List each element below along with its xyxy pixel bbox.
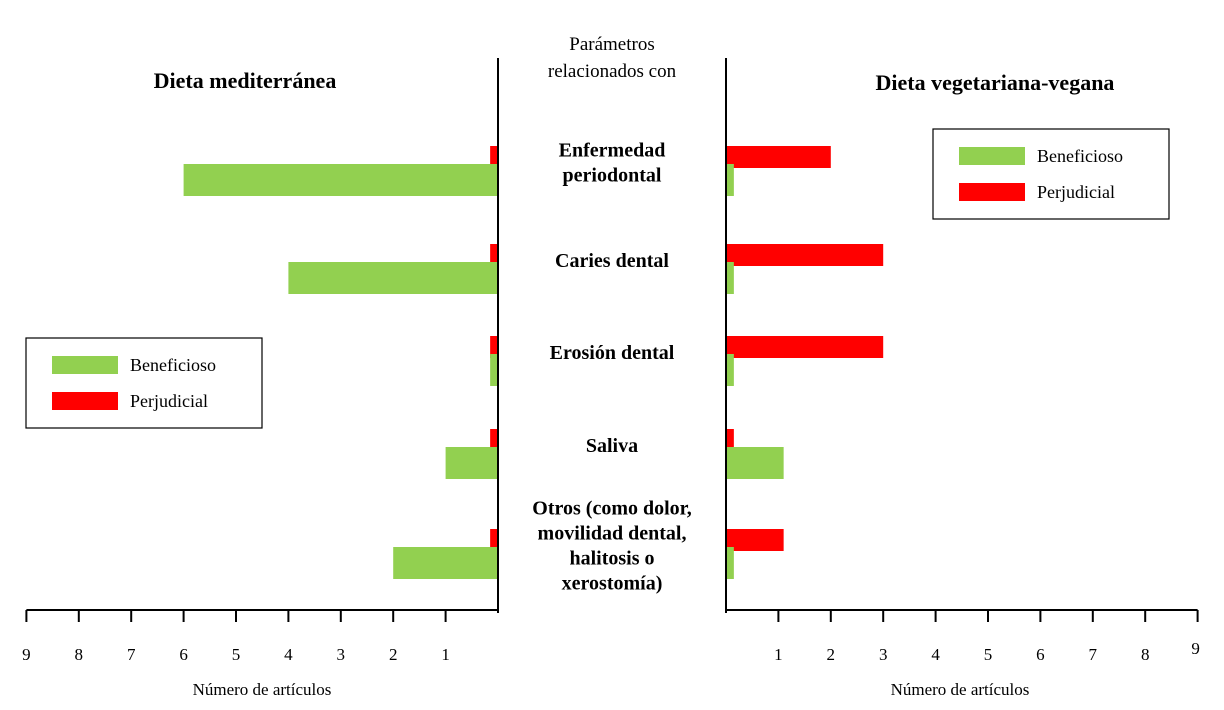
category-label-3-line-0: Saliva [586, 435, 638, 457]
mediterranean-tick-label-1: 1 [441, 645, 450, 664]
vegetarian-panel: Dieta vegetariana-vegana Número de artíc… [725, 58, 1200, 699]
mediterranean-legend-label-perjudicial: Perjudicial [130, 391, 208, 411]
category-label-4-line-3: xerostomía) [562, 573, 663, 595]
mediterranean-tick-label-3: 3 [337, 645, 346, 664]
vegetarian-legend-swatch-beneficioso [959, 147, 1025, 165]
category-label-4-line-1: movilidad dental, [538, 523, 687, 545]
mediterranean-tick-label-2: 2 [389, 645, 398, 664]
beneficial-bar-mediterranean-3 [445, 447, 498, 479]
beneficial-bar-vegetarian-1 [726, 262, 734, 294]
vegetarian-tick-label-5: 5 [984, 645, 993, 664]
vegetarian-legend-label-perjudicial: Perjudicial [1037, 182, 1115, 202]
mediterranean-tick-label-7: 7 [127, 645, 136, 664]
right-x-axis-label: Número de artículos [891, 680, 1030, 699]
harmful-bar-vegetarian-4 [726, 529, 784, 551]
mediterranean-tick-label-6: 6 [179, 645, 188, 664]
harmful-bar-mediterranean-1 [490, 244, 498, 266]
vegetarian-tick-label-6: 6 [1036, 645, 1045, 664]
vegetarian-tick-label-9: 9 [1191, 639, 1200, 658]
harmful-bar-vegetarian-0 [726, 146, 831, 168]
mediterranean-legend-box [25, 337, 263, 429]
left-panel-title: Dieta mediterránea [154, 68, 337, 93]
vegetarian-legend-box [932, 128, 1170, 220]
category-label-0-line-1: periodontal [563, 165, 662, 187]
beneficial-bar-vegetarian-2 [726, 354, 734, 386]
vegetarian-legend-label-beneficioso: Beneficioso [1037, 146, 1123, 166]
mediterranean-legend: Beneficioso Perjudicial [25, 337, 263, 429]
vegetarian-tick-label-7: 7 [1089, 645, 1098, 664]
harmful-bar-mediterranean-2 [490, 336, 498, 358]
category-label-4-line-2: halitosis o [569, 548, 654, 570]
category-labels: Parámetros relacionados con Enfermedad peri… [532, 34, 691, 595]
right-panel-title: Dieta vegetariana-vegana [876, 70, 1115, 95]
beneficial-bar-vegetarian-0 [726, 164, 734, 196]
vegetarian-tick-label-3: 3 [879, 645, 888, 664]
harmful-bar-vegetarian-3 [726, 429, 734, 451]
beneficial-bar-vegetarian-4 [726, 547, 734, 579]
left-x-axis-label: Número de artículos [193, 680, 332, 699]
vegetarian-tick-label-4: 4 [931, 645, 940, 664]
vegetarian-tick-label-8: 8 [1141, 645, 1150, 664]
mediterranean-tick-label-9: 9 [22, 645, 31, 664]
mediterranean-legend-label-beneficioso: Beneficioso [130, 355, 216, 375]
beneficial-bar-mediterranean-2 [490, 354, 498, 386]
category-label-2-line-0: Erosión dental [550, 342, 675, 364]
center-heading-line-0: Parámetros [569, 34, 654, 55]
beneficial-bar-vegetarian-3 [726, 447, 784, 479]
category-label-4-line-0: Otros (como dolor, [532, 498, 691, 520]
mediterranean-tick-label-5: 5 [232, 645, 241, 664]
vegetarian-legend-swatch-perjudicial [959, 183, 1025, 201]
harmful-bar-vegetarian-1 [726, 244, 884, 266]
center-heading-line-1: relacionados con [548, 61, 677, 82]
beneficial-bar-mediterranean-1 [288, 262, 498, 294]
beneficial-bar-mediterranean-0 [183, 164, 498, 196]
vegetarian-legend: Beneficioso Perjudicial [932, 128, 1170, 220]
mediterranean-panel: Dieta mediterránea Número de artículos 1… [22, 58, 499, 699]
mediterranean-tick-label-8: 8 [75, 645, 84, 664]
harmful-bar-vegetarian-2 [726, 336, 884, 358]
vegetarian-tick-label-2: 2 [827, 645, 836, 664]
harmful-bar-mediterranean-4 [490, 529, 498, 551]
vegetarian-tick-label-1: 1 [774, 645, 783, 664]
category-label-1-line-0: Caries dental [555, 250, 669, 272]
mediterranean-legend-swatch-perjudicial [52, 392, 118, 410]
harmful-bar-mediterranean-3 [490, 429, 498, 451]
beneficial-bar-mediterranean-4 [393, 547, 498, 579]
harmful-bar-mediterranean-0 [490, 146, 498, 168]
mediterranean-tick-label-4: 4 [284, 645, 293, 664]
mediterranean-legend-swatch-beneficioso [52, 356, 118, 374]
category-label-0-line-0: Enfermedad [559, 140, 666, 162]
